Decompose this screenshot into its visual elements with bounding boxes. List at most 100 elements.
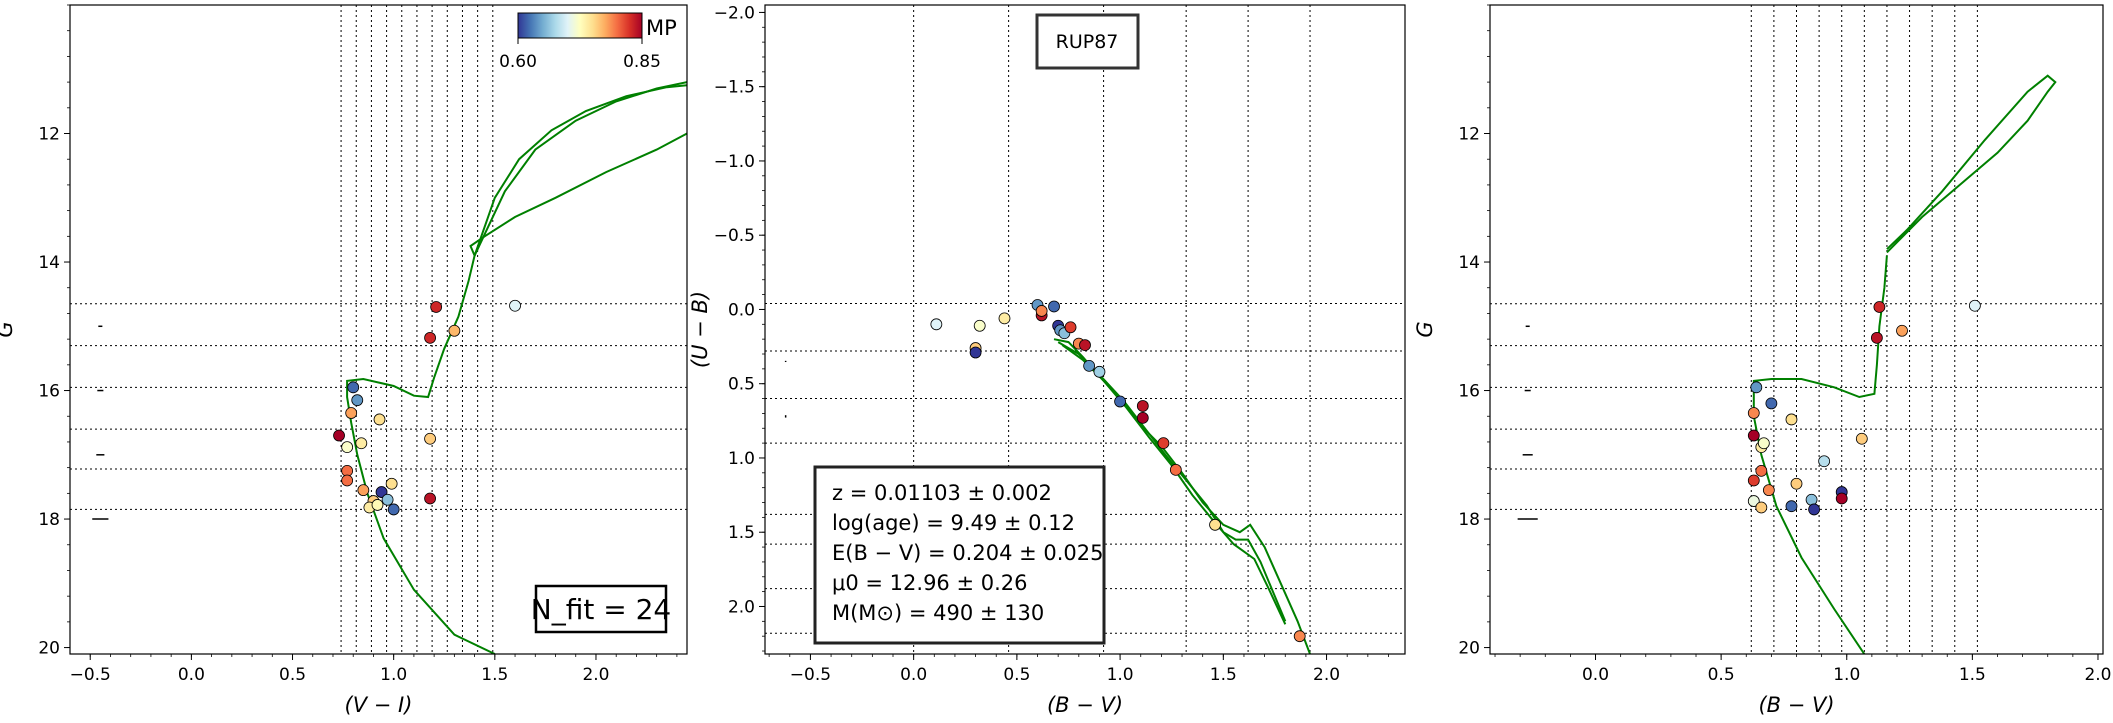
star-point [1079,339,1091,351]
isochrone-line [1752,255,1888,654]
y-tick-label: −1.5 [714,78,755,98]
star-point [1855,432,1868,445]
y-tick-label: −0.5 [714,226,755,246]
x-tick-label: −0.5 [790,665,831,685]
star-point [375,486,388,498]
x-axis-label: (B − V) [1758,693,1834,717]
x-tick-label: −0.5 [70,665,111,685]
y-tick-label: 2.0 [728,597,755,617]
y-tick-label: −2.0 [714,3,755,23]
star-point [1750,381,1763,394]
star-point [448,324,461,337]
star-point [387,503,400,516]
y-tick-label: 20 [1458,639,1480,659]
star-point [1808,503,1820,516]
x-tick-label: 1.0 [1833,665,1860,685]
star-point [1790,477,1803,490]
star-point [341,441,354,453]
y-tick-label: 20 [38,639,60,659]
star-point [1293,630,1306,643]
star-point [1209,518,1221,531]
star-point [998,312,1011,325]
y-tick-label: 12 [38,125,60,145]
nfit-label: N_fit = 24 [531,593,671,626]
y-tick-label: 18 [1458,510,1480,530]
param-distance-modulus: μ0 = 12.96 ± 0.26 [832,571,1028,595]
x-tick-label: 2.0 [2084,665,2111,685]
panel-bv-cmd: 0.0 0.5 1.0 1.5 2.0 12 14 16 18 20 (B − V) G [1413,4,2111,717]
star-point [1747,474,1760,487]
param-metallicity: z = 0.01103 ± 0.002 [832,481,1052,505]
y-tick-label: 16 [1458,382,1480,402]
x-axis-label: (V − I) [345,693,413,717]
star-point [509,299,521,312]
star-point [373,413,386,426]
y-tick-label: 12 [1458,125,1480,145]
x-tick-label: 1.0 [380,665,407,685]
cluster-name: RUP87 [1056,31,1119,53]
colorbar-title: MP [646,16,677,40]
panel-vi-cmd: −0.5 0.0 0.5 1.0 1.5 2.0 12 14 16 18 20 (V − I) G [0,4,688,717]
y-tick-label: 14 [38,253,60,273]
star-point [1755,464,1768,477]
x-tick-label: 1.5 [1210,665,1237,685]
star-point [345,407,358,419]
star-point [1136,411,1149,424]
y-tick-label: 1.0 [728,449,755,469]
y-tick-label: 0.5 [728,375,755,395]
y-tick-label: 1.5 [728,523,755,543]
star-point [381,493,394,506]
star-point [371,499,384,511]
star-point [1896,324,1908,337]
fit-parameters-box: z = 0.01103 ± 0.002 log(age) = 9.49 ± 0.… [813,465,1106,645]
star-point [347,381,360,394]
x-tick-label: 2.0 [582,665,609,685]
star-point [355,437,368,450]
axes-frame [69,4,688,655]
isochrone-line [346,132,687,654]
y-tick-label: 14 [1458,253,1480,273]
colorbar-gradient [517,12,643,39]
star-point [424,492,436,505]
star-point [1755,501,1768,514]
x-tick-label: 1.0 [1107,665,1134,685]
star-point [333,429,345,442]
y-tick-label: 16 [38,382,60,402]
star-point [1870,331,1883,344]
y-tick-label: −1.0 [714,152,755,172]
star-point [930,318,943,331]
y-tick-label: 18 [38,510,60,530]
y-axis-label: G [0,321,17,337]
star-point [1136,400,1149,412]
colorbar-min-label: 0.60 [499,52,537,72]
star-point [1083,359,1096,372]
star-point [1818,455,1831,468]
x-tick-label: 0.0 [178,665,205,685]
star-point [351,394,364,407]
param-mass: M(M⊙) = 490 ± 130 [832,601,1044,625]
star-point [1157,437,1170,450]
star-point [1785,413,1798,426]
star-point [1835,492,1848,505]
nfit-box: N_fit = 24 [531,584,671,634]
y-axis-label: G [1413,321,1437,337]
star-point [1968,299,1981,312]
star-point [1064,321,1077,334]
x-tick-label: 0.5 [1003,665,1030,685]
star-point [424,331,436,344]
x-tick-label: 0.0 [900,665,927,685]
star-point [1093,365,1106,378]
star-point [385,477,398,490]
star-point [1765,397,1778,410]
star-point [357,484,370,497]
x-tick-label: 0.5 [279,665,306,685]
isochrone-line [473,81,687,257]
star-point [1169,463,1182,476]
isochrone-line [1886,74,2057,254]
star-point [1873,301,1886,313]
x-tick-label: 0.5 [1708,665,1735,685]
star-point [973,319,986,332]
x-tick-label: 1.5 [481,665,508,685]
star-point [341,474,354,487]
